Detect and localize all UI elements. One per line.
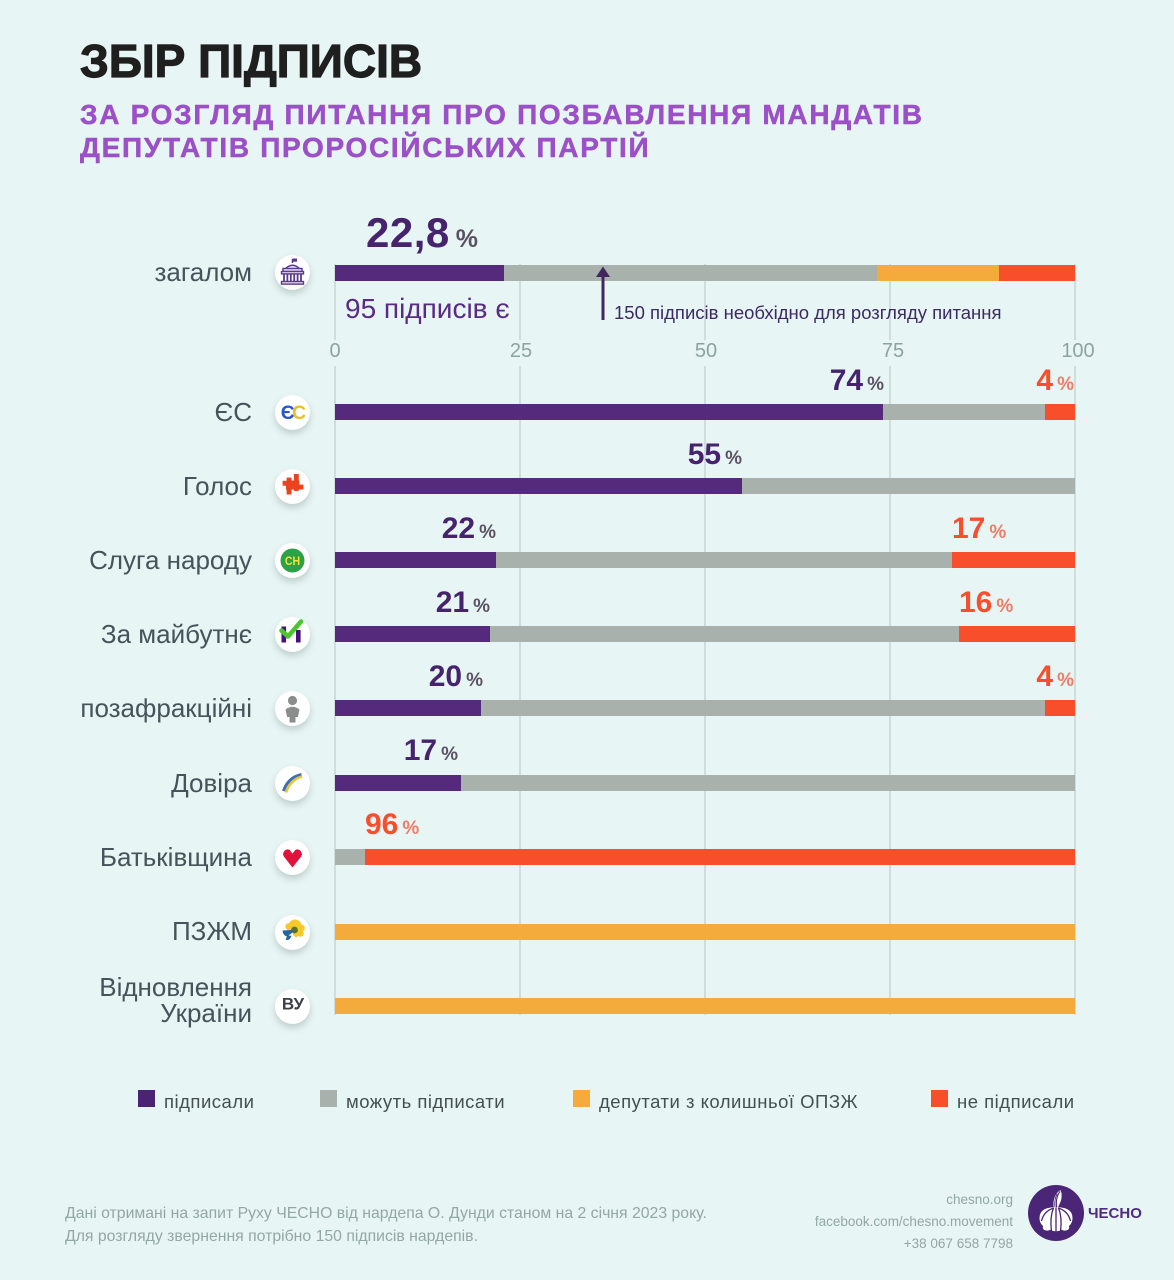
svg-text:Є: Є [281, 402, 295, 424]
svg-text:С: С [292, 402, 306, 424]
svg-text:ВУ: ВУ [282, 995, 305, 1014]
svg-text:СН: СН [285, 555, 300, 568]
